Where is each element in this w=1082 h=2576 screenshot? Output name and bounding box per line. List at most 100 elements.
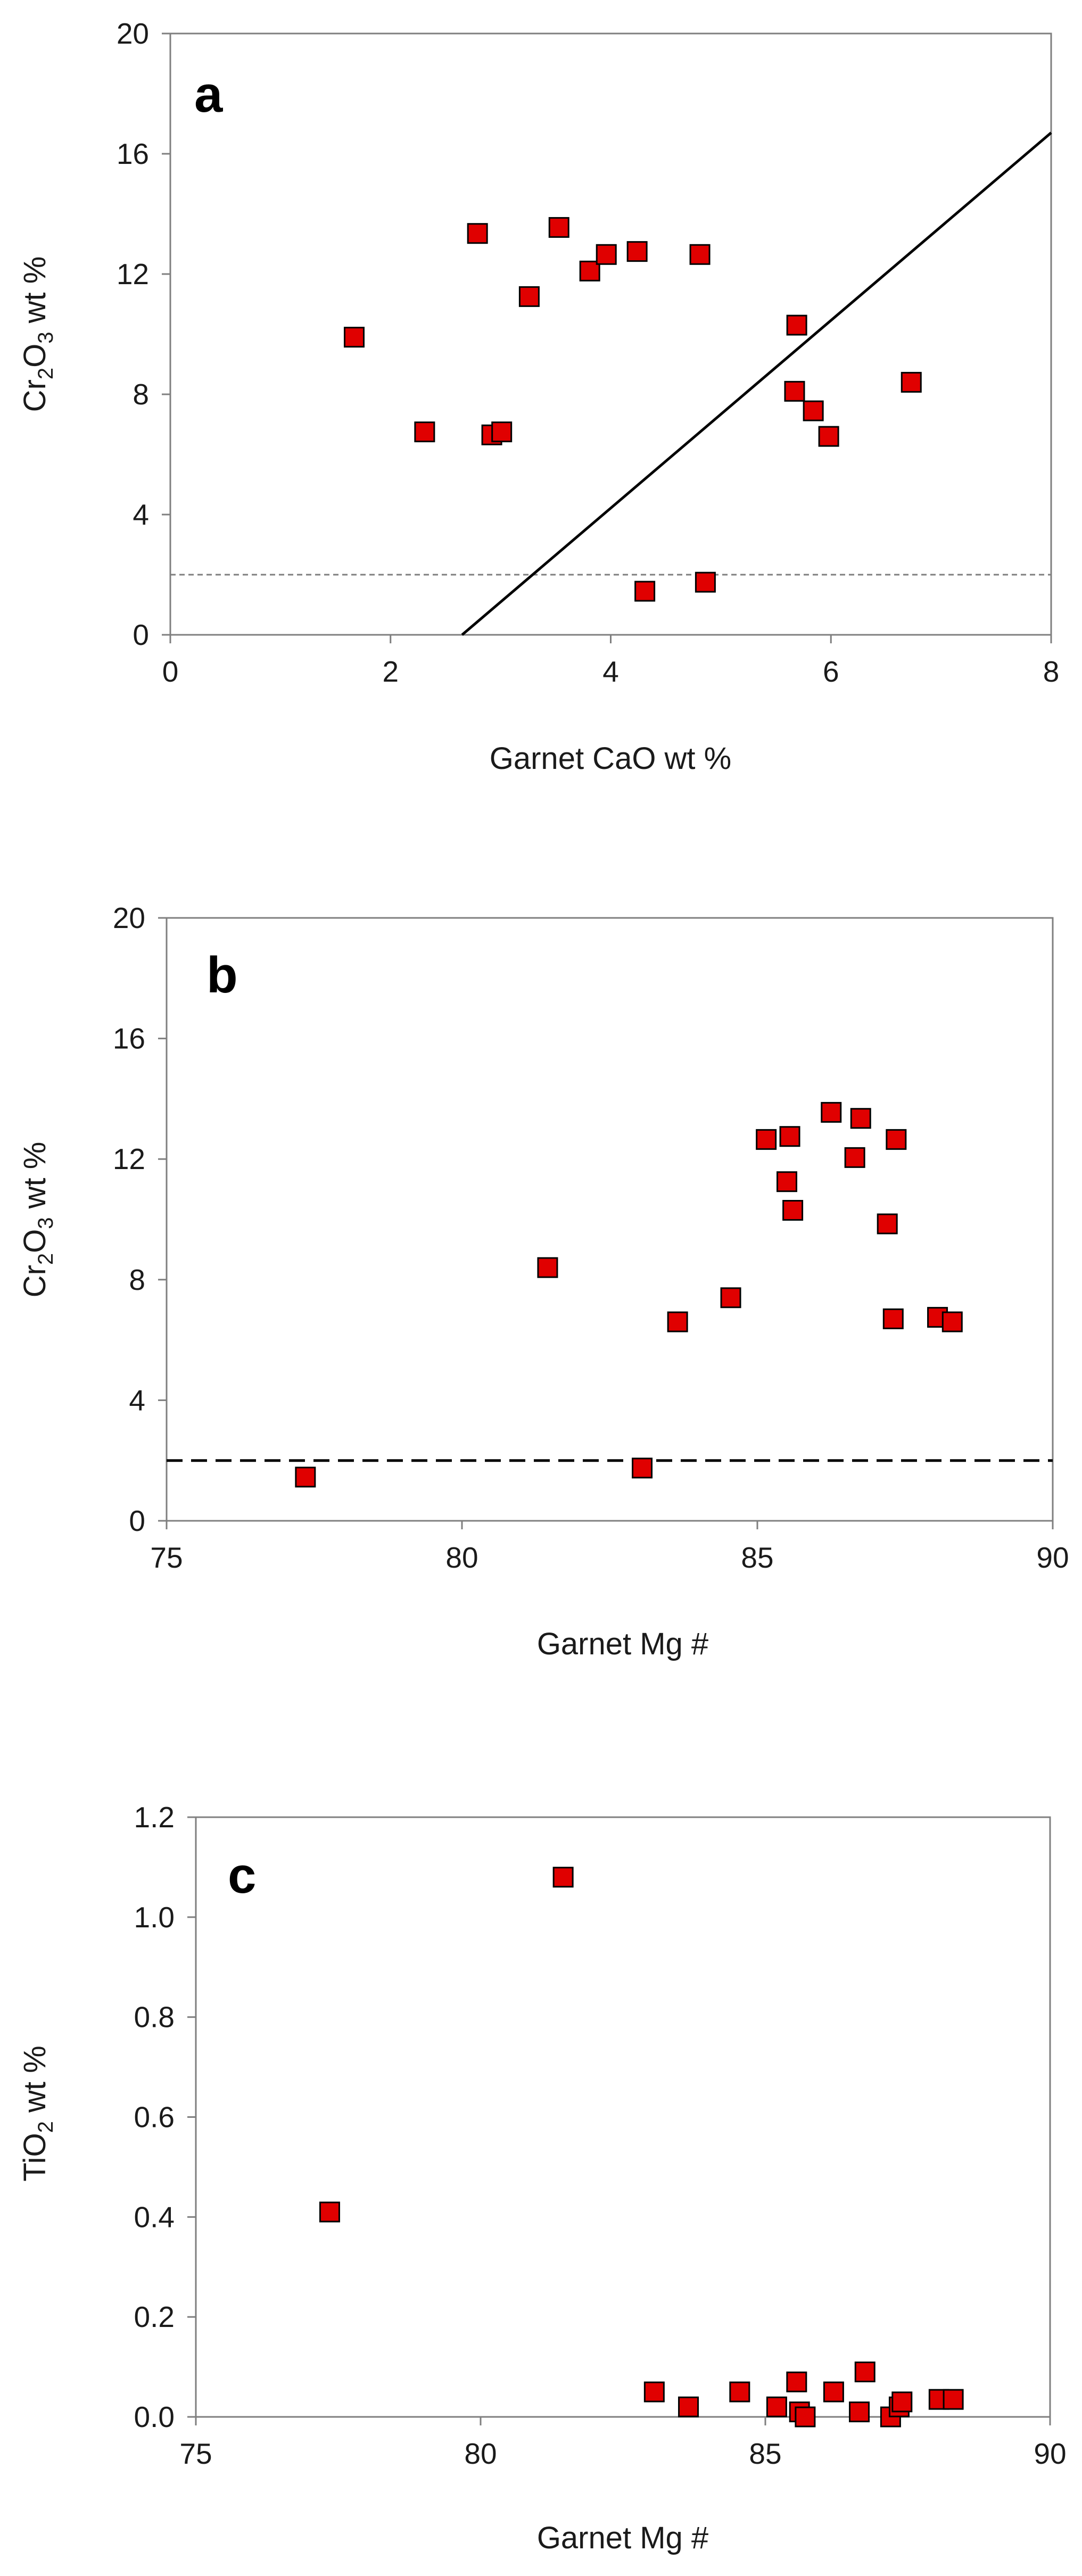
panel-b-plot-area bbox=[166, 917, 1054, 1522]
panel-b-y-tick-label: 12 bbox=[113, 1142, 145, 1175]
panel-a-y-tick-label: 0 bbox=[133, 618, 149, 651]
panel-a-data-point bbox=[414, 421, 435, 443]
panel-a-data-point bbox=[467, 223, 488, 244]
panel-c-y-tick-label: 0.6 bbox=[134, 2101, 175, 2134]
panel-c-data-point bbox=[643, 2381, 665, 2403]
panel-b-data-point bbox=[720, 1287, 741, 1308]
panel-a-x-tick-label: 0 bbox=[162, 655, 179, 688]
panel-a-y-tick-label: 4 bbox=[133, 498, 149, 531]
panel-b-data-point bbox=[886, 1129, 907, 1150]
panel-c-x-tick-label: 85 bbox=[749, 2437, 781, 2470]
panel-a-data-point bbox=[689, 244, 711, 265]
panel-c-x-tick-label: 80 bbox=[464, 2437, 497, 2470]
panel-a-data-point bbox=[548, 217, 569, 238]
panel-b-points bbox=[295, 1101, 963, 1488]
panel-b-label: b bbox=[207, 947, 238, 1004]
panel-b-data-point bbox=[777, 1171, 797, 1192]
panel-c-y-tick-label: 1.2 bbox=[134, 1801, 175, 1834]
panel-b-y-tick-label: 16 bbox=[113, 1022, 145, 1055]
panel-c-chart: 75 80 85 90 0.0 0.2 0.4 0.6 0.8 1.0 1.2 c Garnet M… bbox=[18, 1801, 1067, 2555]
panel-c-data-point bbox=[552, 1867, 574, 1888]
panel-a-data-point bbox=[803, 400, 824, 421]
panel-a-label: a bbox=[194, 66, 223, 123]
panel-b-data-point bbox=[537, 1257, 558, 1278]
panel-c-y-tick-label: 0.0 bbox=[134, 2400, 175, 2433]
panel-a-data-point bbox=[695, 571, 716, 593]
panel-a-data-point bbox=[626, 241, 648, 262]
panel-b-data-point bbox=[782, 1200, 804, 1221]
panel-a-y-tick-label: 20 bbox=[117, 17, 149, 50]
panel-a-x-tick-label: 8 bbox=[1043, 655, 1060, 688]
panel-c-points bbox=[319, 1867, 964, 2428]
panel-b-data-point bbox=[941, 1311, 963, 1332]
panel-b-y-tick-label: 4 bbox=[129, 1384, 145, 1417]
panel-a-data-point bbox=[343, 327, 365, 348]
panel-c-x-tick-label: 90 bbox=[1034, 2437, 1066, 2470]
panel-a-y-tick-label: 12 bbox=[117, 258, 149, 291]
panel-b-data-point bbox=[756, 1129, 777, 1150]
panel-c-data-point bbox=[854, 2361, 875, 2382]
panel-c-x-tick-label: 75 bbox=[179, 2437, 212, 2470]
panel-b-y-tick-label: 0 bbox=[129, 1504, 145, 1537]
panel-a-data-point bbox=[491, 421, 513, 443]
panel-b-data-point bbox=[882, 1308, 904, 1329]
panel-a-x-tick-label: 2 bbox=[382, 655, 399, 688]
panel-a-x-axis-title: Garnet CaO wt % bbox=[490, 741, 731, 776]
panel-a-y-tick-label: 8 bbox=[133, 378, 149, 411]
panel-c-label: c bbox=[228, 1847, 256, 1904]
panel-c-data-point bbox=[729, 2381, 750, 2403]
panel-a-data-point bbox=[596, 244, 617, 265]
panel-b-x-axis-title: Garnet Mg # bbox=[537, 1627, 708, 1661]
panel-c-data-point bbox=[786, 2371, 807, 2392]
panel-b-data-point bbox=[632, 1457, 653, 1479]
panel-a-y-axis-title: Cr2O3 wt % bbox=[18, 256, 57, 412]
panel-c-y-tick-label: 1.0 bbox=[134, 1901, 175, 1934]
panel-a-y-tick-label: 16 bbox=[117, 137, 149, 170]
panel-c-data-point bbox=[849, 2401, 870, 2423]
panel-b-x-tick-label: 80 bbox=[445, 1541, 478, 1574]
panel-c-data-point bbox=[891, 2391, 913, 2413]
panel-a-chart: 0 2 4 6 8 0 4 8 12 16 20 a Garnet CaO wt % Cr2O3 w… bbox=[18, 17, 1059, 776]
panel-c-data-point bbox=[678, 2396, 699, 2417]
panel-b-x-tick-label: 85 bbox=[741, 1541, 773, 1574]
panel-a-data-point bbox=[818, 426, 839, 447]
panel-c-data-point bbox=[795, 2406, 816, 2428]
panel-a-points bbox=[343, 217, 922, 602]
panel-b-y-tick-label: 20 bbox=[113, 901, 145, 934]
panel-b-data-point bbox=[877, 1213, 898, 1235]
panel-b-data-point bbox=[667, 1311, 688, 1332]
panel-a-data-point bbox=[634, 581, 656, 602]
panel-c-y-axis-title: TiO2 wt % bbox=[18, 2045, 57, 2181]
panel-b-y-axis-title: Cr2O3 wt % bbox=[18, 1142, 57, 1298]
panel-b-data-point bbox=[850, 1108, 871, 1129]
panel-c-y-tick-label: 0.8 bbox=[134, 2001, 175, 2034]
panel-b-y-tick-label: 8 bbox=[129, 1263, 145, 1296]
panel-b-data-point bbox=[779, 1126, 800, 1147]
panel-c-y-tick-label: 0.2 bbox=[134, 2300, 175, 2333]
panel-c-data-point bbox=[319, 2201, 340, 2223]
panel-a-data-point bbox=[784, 380, 805, 402]
panel-c-y-tick-label: 0.4 bbox=[134, 2200, 175, 2233]
panel-a-plot-area bbox=[169, 32, 1052, 636]
panel-b-data-point bbox=[844, 1147, 865, 1168]
panel-a-reference-line bbox=[461, 131, 1052, 636]
panel-a-x-tick-label: 4 bbox=[602, 655, 619, 688]
panel-c-ticks: 75 80 85 90 0.0 0.2 0.4 0.6 0.8 1.0 1.2 bbox=[134, 1801, 1067, 2470]
panel-c-data-point bbox=[943, 2389, 964, 2410]
panel-b-x-tick-label: 90 bbox=[1036, 1541, 1069, 1574]
panel-c-data-point bbox=[823, 2381, 844, 2403]
panel-a-ticks: 0 2 4 6 8 0 4 8 12 16 20 bbox=[117, 17, 1059, 688]
panel-a-data-point bbox=[786, 314, 807, 336]
panel-c-plot-area bbox=[195, 1816, 1051, 2418]
panel-c-data-point bbox=[766, 2396, 787, 2417]
panel-a-x-tick-label: 6 bbox=[823, 655, 839, 688]
panel-c-x-axis-title: Garnet Mg # bbox=[537, 2521, 708, 2555]
panel-b-x-tick-label: 75 bbox=[150, 1541, 183, 1574]
panel-b-data-point bbox=[821, 1101, 842, 1123]
panel-a-data-point bbox=[518, 286, 540, 307]
panel-b-data-point bbox=[295, 1467, 316, 1488]
panel-b-chart: 75 80 85 90 0 4 8 12 16 20 b Garnet Mg # Cr2O3 wt… bbox=[18, 901, 1069, 1661]
panel-a-data-point bbox=[901, 371, 922, 393]
panel-b-ticks: 75 80 85 90 0 4 8 12 16 20 bbox=[113, 901, 1069, 1574]
